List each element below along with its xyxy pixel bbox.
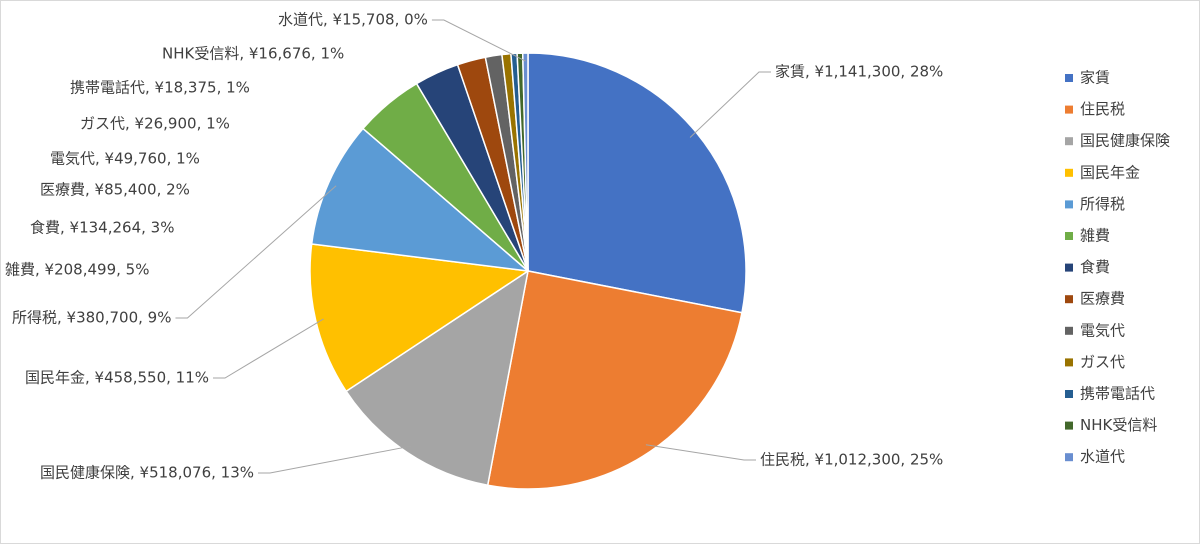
data-label: NHK受信料, ¥16,676, 1% xyxy=(162,45,344,63)
legend-label: 携帯電話代 xyxy=(1080,385,1155,403)
legend-swatch xyxy=(1065,358,1073,367)
data-label: 雑費, ¥208,499, 5% xyxy=(5,261,149,279)
legend-swatch xyxy=(1065,137,1073,146)
legend-swatch xyxy=(1065,421,1073,430)
data-label: 住民税, ¥1,012,300, 25% xyxy=(760,451,943,469)
legend-label: NHK受信料 xyxy=(1080,416,1157,434)
legend-swatch xyxy=(1065,390,1073,398)
legend-swatch xyxy=(1065,326,1073,335)
leader-line xyxy=(175,185,337,319)
legend-label: 食費 xyxy=(1080,258,1110,276)
data-label: 所得税, ¥380,700, 9% xyxy=(12,309,171,327)
leader-line xyxy=(645,444,756,461)
data-label: ガス代, ¥26,900, 1% xyxy=(80,115,230,133)
pie-slice xyxy=(310,127,531,273)
legend-swatch xyxy=(1065,232,1073,240)
legend-swatch xyxy=(1065,74,1073,82)
pie-slice xyxy=(521,52,529,272)
legend-label: ガス代 xyxy=(1080,353,1125,371)
legend-swatch xyxy=(1065,295,1073,304)
data-label: 家賃, ¥1,141,300, 28% xyxy=(775,63,943,81)
data-label: 食費, ¥134,264, 3% xyxy=(30,219,174,237)
legend-label: 電気代 xyxy=(1080,321,1125,339)
data-label: 医療費, ¥85,400, 2% xyxy=(40,181,190,199)
legend-swatch xyxy=(1065,263,1073,272)
legend-label: 雑費 xyxy=(1080,227,1110,245)
legend-label: 国民健康保険 xyxy=(1080,132,1170,150)
leader-line xyxy=(431,19,526,62)
leader-line xyxy=(689,71,771,138)
data-label: 国民年金, ¥458,550, 11% xyxy=(25,369,209,387)
legend-swatch xyxy=(1065,168,1073,177)
pie-slice xyxy=(345,269,530,487)
legend-label: 医療費 xyxy=(1080,290,1125,308)
leader-line xyxy=(213,318,324,379)
data-label: 水道代, ¥15,708, 0% xyxy=(278,11,428,29)
leader-line xyxy=(258,445,412,474)
legend-label: 家賃 xyxy=(1080,69,1110,87)
legend-swatch xyxy=(1065,453,1073,462)
legend-swatch xyxy=(1065,105,1073,114)
legend-label: 水道代 xyxy=(1080,448,1125,466)
legend-swatch xyxy=(1065,200,1073,209)
pie-slice xyxy=(527,52,747,314)
legend-label: 国民年金 xyxy=(1080,163,1140,181)
legend-label: 所得税 xyxy=(1080,195,1125,213)
pie-slice xyxy=(486,270,743,490)
pie-slice xyxy=(309,243,531,393)
data-label: 電気代, ¥49,760, 1% xyxy=(50,150,200,168)
legend-label: 住民税 xyxy=(1080,100,1125,118)
data-label: 携帯電話代, ¥18,375, 1% xyxy=(70,79,250,97)
data-label: 国民健康保険, ¥518,076, 13% xyxy=(40,464,254,482)
